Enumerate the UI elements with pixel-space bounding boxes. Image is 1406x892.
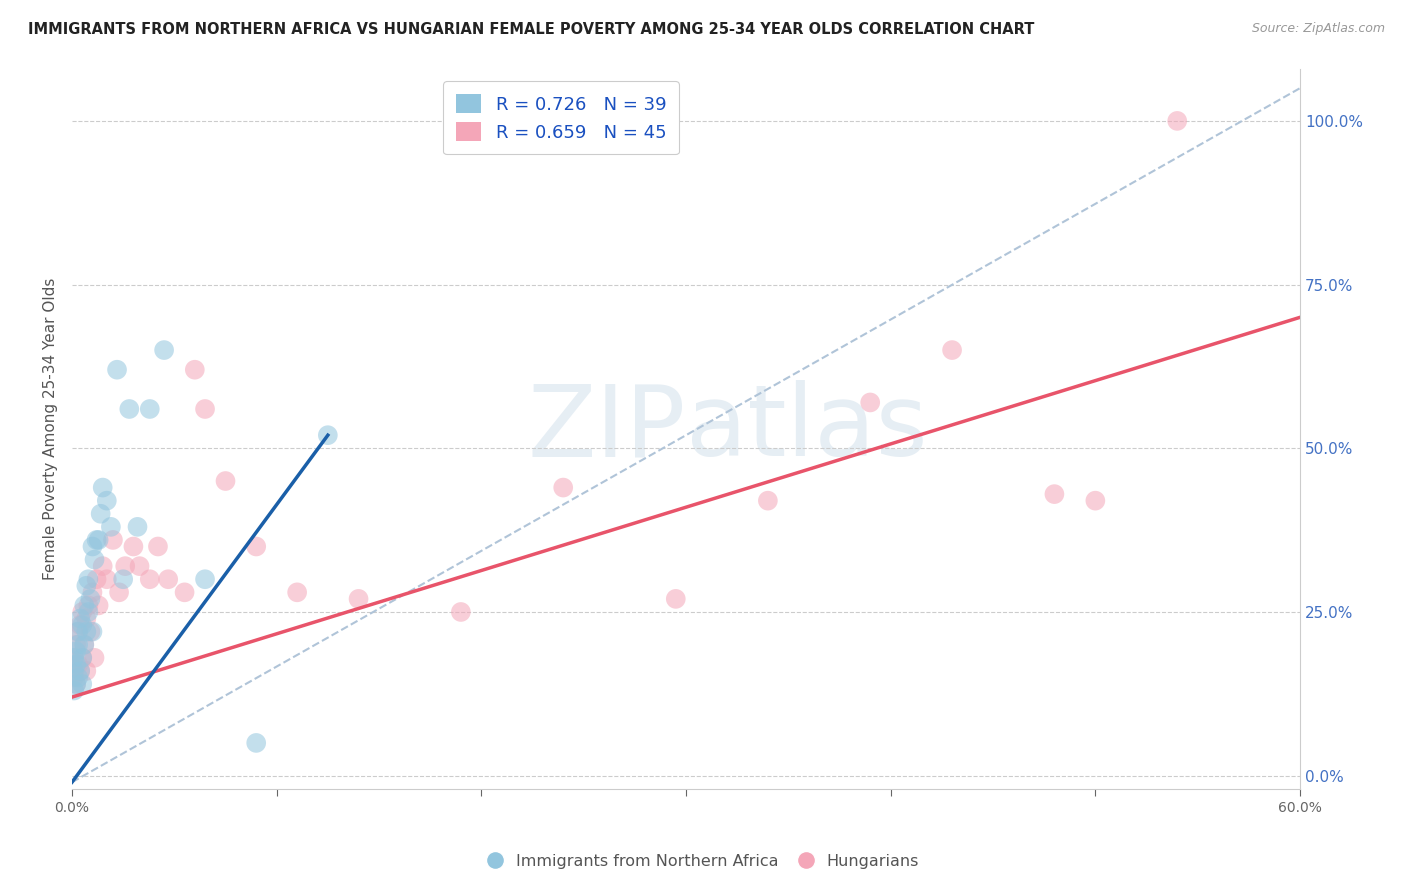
- Point: [83, 552, 105, 566]
- Point: [173, 585, 195, 599]
- Point: [1166, 114, 1188, 128]
- Legend: R = 0.726   N = 39, R = 0.659   N = 45: R = 0.726 N = 39, R = 0.659 N = 45: [443, 81, 679, 154]
- Point: [214, 474, 236, 488]
- Point: [450, 605, 472, 619]
- Legend: Immigrants from Northern Africa, Hungarians: Immigrants from Northern Africa, Hungari…: [481, 847, 925, 875]
- Text: ZIP: ZIP: [527, 380, 686, 477]
- Point: [118, 402, 141, 417]
- Y-axis label: Female Poverty Among 25-34 Year Olds: Female Poverty Among 25-34 Year Olds: [44, 277, 58, 580]
- Point: [101, 533, 124, 547]
- Point: [100, 520, 122, 534]
- Point: [87, 599, 110, 613]
- Point: [347, 591, 370, 606]
- Point: [91, 481, 114, 495]
- Point: [108, 585, 131, 599]
- Point: [1084, 493, 1107, 508]
- Point: [105, 362, 128, 376]
- Point: [79, 624, 101, 639]
- Point: [75, 624, 97, 639]
- Point: [73, 638, 96, 652]
- Point: [63, 650, 86, 665]
- Point: [1043, 487, 1066, 501]
- Point: [73, 599, 96, 613]
- Point: [859, 395, 882, 409]
- Point: [941, 343, 963, 357]
- Point: [82, 540, 104, 554]
- Point: [65, 644, 87, 658]
- Point: [65, 677, 87, 691]
- Point: [122, 540, 145, 554]
- Point: [65, 657, 87, 672]
- Point: [96, 572, 118, 586]
- Point: [82, 585, 104, 599]
- Point: [114, 559, 136, 574]
- Point: [316, 428, 339, 442]
- Point: [194, 402, 217, 417]
- Point: [127, 520, 149, 534]
- Point: [75, 664, 97, 678]
- Point: [67, 624, 90, 639]
- Point: [67, 624, 90, 639]
- Point: [112, 572, 135, 586]
- Point: [665, 591, 688, 606]
- Point: [65, 638, 87, 652]
- Point: [65, 677, 87, 691]
- Point: [87, 533, 110, 547]
- Point: [75, 611, 97, 625]
- Text: Source: ZipAtlas.com: Source: ZipAtlas.com: [1251, 22, 1385, 36]
- Point: [285, 585, 308, 599]
- Point: [67, 670, 90, 684]
- Text: atlas: atlas: [686, 380, 928, 477]
- Point: [67, 657, 90, 672]
- Point: [553, 481, 575, 495]
- Point: [77, 605, 100, 619]
- Point: [69, 664, 91, 678]
- Point: [86, 533, 108, 547]
- Point: [75, 579, 97, 593]
- Point: [69, 664, 91, 678]
- Point: [128, 559, 150, 574]
- Point: [69, 618, 91, 632]
- Point: [245, 540, 267, 554]
- Point: [63, 650, 86, 665]
- Point: [86, 572, 108, 586]
- Point: [139, 402, 162, 417]
- Point: [73, 638, 96, 652]
- Point: [756, 493, 779, 508]
- Point: [245, 736, 267, 750]
- Point: [83, 650, 105, 665]
- Text: IMMIGRANTS FROM NORTHERN AFRICA VS HUNGARIAN FEMALE POVERTY AMONG 25-34 YEAR OLD: IMMIGRANTS FROM NORTHERN AFRICA VS HUNGA…: [28, 22, 1035, 37]
- Point: [70, 677, 93, 691]
- Point: [77, 599, 100, 613]
- Point: [139, 572, 162, 586]
- Point: [70, 605, 93, 619]
- Point: [184, 362, 207, 376]
- Point: [63, 664, 86, 678]
- Point: [63, 670, 86, 684]
- Point: [96, 493, 118, 508]
- Point: [67, 638, 90, 652]
- Point: [70, 650, 93, 665]
- Point: [69, 611, 91, 625]
- Point: [82, 624, 104, 639]
- Point: [77, 572, 100, 586]
- Point: [194, 572, 217, 586]
- Point: [90, 507, 112, 521]
- Point: [153, 343, 176, 357]
- Point: [157, 572, 180, 586]
- Point: [70, 618, 93, 632]
- Point: [91, 559, 114, 574]
- Point: [146, 540, 169, 554]
- Point: [70, 650, 93, 665]
- Point: [63, 683, 86, 698]
- Point: [79, 591, 101, 606]
